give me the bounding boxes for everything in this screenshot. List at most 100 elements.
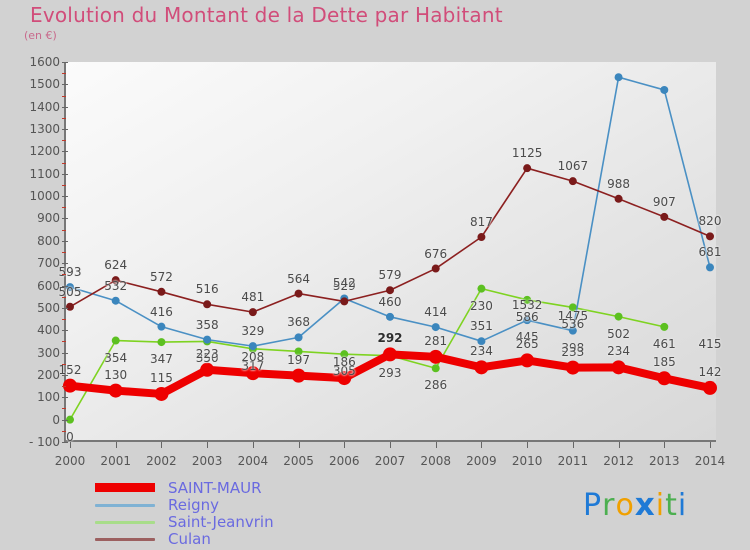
- point-label: 398: [561, 340, 585, 355]
- y-tick-minor: [62, 363, 66, 365]
- point-label: 1125: [511, 146, 543, 161]
- y-tick-minor: [62, 296, 66, 298]
- legend-swatch: [95, 538, 155, 541]
- x-tick-mark: [664, 442, 666, 448]
- y-tick-mark: [62, 218, 68, 220]
- point-label: 265: [515, 337, 539, 352]
- x-tick-mark: [527, 442, 529, 448]
- point-label: 234: [469, 344, 493, 359]
- x-tick-mark: [572, 442, 574, 448]
- y-tick-mark: [62, 374, 68, 376]
- x-tick-mark: [207, 442, 209, 448]
- point-label: 1475: [557, 308, 589, 323]
- y-tick-minor: [62, 319, 66, 321]
- y-tick-label: 1400: [29, 99, 60, 114]
- point-label: 281: [424, 333, 448, 348]
- legend-swatch: [95, 521, 155, 524]
- x-tick-label: 2009: [466, 454, 497, 468]
- x-tick-label: 2003: [191, 454, 223, 468]
- x-tick-label: 2005: [283, 454, 314, 468]
- x-tick-label: 2013: [649, 454, 680, 468]
- logo-letter: x: [634, 487, 656, 523]
- point-label: 347: [149, 352, 173, 367]
- y-tick-minor: [62, 252, 66, 253]
- point-label: 461: [652, 336, 676, 351]
- point-label: 817: [469, 215, 493, 230]
- point-label: 142: [698, 364, 722, 379]
- legend: SAINT-MAUR Reigny Saint-Jeanvrin Culan: [80, 479, 410, 548]
- x-tick-label: 2014: [694, 454, 726, 468]
- legend-item-culan[interactable]: Culan: [80, 530, 410, 548]
- legend-item-saint-jeanvrin[interactable]: Saint-Jeanvrin: [80, 513, 410, 531]
- x-tick-mark: [618, 442, 620, 448]
- x-tick-mark: [481, 442, 483, 448]
- y-tick-mark: [62, 240, 68, 242]
- x-tick-mark: [435, 442, 437, 448]
- y-tick-minor: [62, 140, 66, 142]
- point-label: 416: [149, 304, 173, 319]
- y-tick-mark: [62, 285, 68, 287]
- point-label: 572: [149, 269, 173, 284]
- point-label: 293: [378, 365, 402, 380]
- y-tick-label: 1300: [29, 122, 60, 137]
- y-tick-minor: [62, 207, 66, 209]
- point-label: 152: [58, 362, 82, 377]
- point-label: 414: [424, 305, 448, 320]
- x-tick-mark: [161, 442, 163, 448]
- y-tick-minor: [62, 95, 66, 97]
- point-label: 579: [378, 268, 402, 283]
- point-label: 593: [58, 265, 82, 280]
- y-tick-mark: [62, 442, 68, 443]
- y-tick-mark: [62, 151, 68, 153]
- x-tick-label: 2006: [329, 454, 360, 468]
- logo-letter: o: [615, 488, 635, 523]
- x-tick-label: 2002: [146, 454, 177, 468]
- y-tick-mark: [62, 173, 68, 175]
- y-tick-mark: [62, 129, 68, 131]
- point-label: 460: [378, 294, 402, 309]
- point-label: 223: [195, 346, 219, 361]
- logo-letter: t: [665, 488, 678, 523]
- point-label: 415: [698, 336, 722, 351]
- y-tick-label: 400: [37, 323, 60, 338]
- x-tick-label: 2004: [237, 454, 269, 468]
- point-label: 286: [424, 378, 448, 393]
- point-label: 115: [149, 370, 173, 385]
- y-tick-label: 1500: [29, 77, 60, 92]
- y-tick-minor: [62, 184, 66, 186]
- x-tick-mark: [710, 442, 711, 448]
- legend-label: SAINT-MAUR: [168, 479, 262, 497]
- point-label: 230: [469, 298, 493, 313]
- y-tick-mark: [62, 106, 68, 108]
- point-label: 186: [332, 355, 356, 370]
- x-tick-mark: [298, 442, 300, 448]
- y-tick-mark: [62, 330, 68, 332]
- x-tick-mark: [390, 442, 391, 448]
- point-label: 350: [195, 351, 219, 366]
- point-label: 820: [698, 214, 722, 229]
- logo-letter: i: [655, 488, 666, 523]
- point-label: 502: [607, 326, 631, 341]
- point-label: 0: [66, 429, 74, 444]
- y-tick-mark: [62, 397, 68, 399]
- y-tick-label: 600: [37, 278, 60, 293]
- y-tick-minor: [62, 386, 66, 388]
- point-label: 542: [332, 276, 356, 291]
- y-tick-minor: [62, 430, 66, 432]
- point-label: 676: [424, 246, 448, 261]
- y-tick-label: 200: [37, 367, 60, 382]
- y-tick-minor: [62, 117, 66, 119]
- y-tick-minor: [62, 341, 66, 343]
- y-tick-minor: [62, 162, 66, 164]
- legend-swatch: [95, 504, 155, 507]
- y-tick-label: 300: [37, 345, 60, 360]
- legend-item-reigny[interactable]: Reigny: [80, 496, 410, 514]
- y-tick-minor: [62, 229, 66, 231]
- legend-item-saint-maur[interactable]: SAINT-MAUR: [80, 479, 410, 497]
- x-tick-label: 2010: [511, 454, 543, 468]
- x-tick-mark: [344, 442, 346, 448]
- y-tick-mark: [62, 263, 68, 265]
- x-axis: 2000 2001 2002 2003 2004 2005 2006 2007 2008 2009…: [0, 448, 750, 468]
- plot-area: [64, 62, 716, 442]
- point-label: 329: [241, 324, 265, 339]
